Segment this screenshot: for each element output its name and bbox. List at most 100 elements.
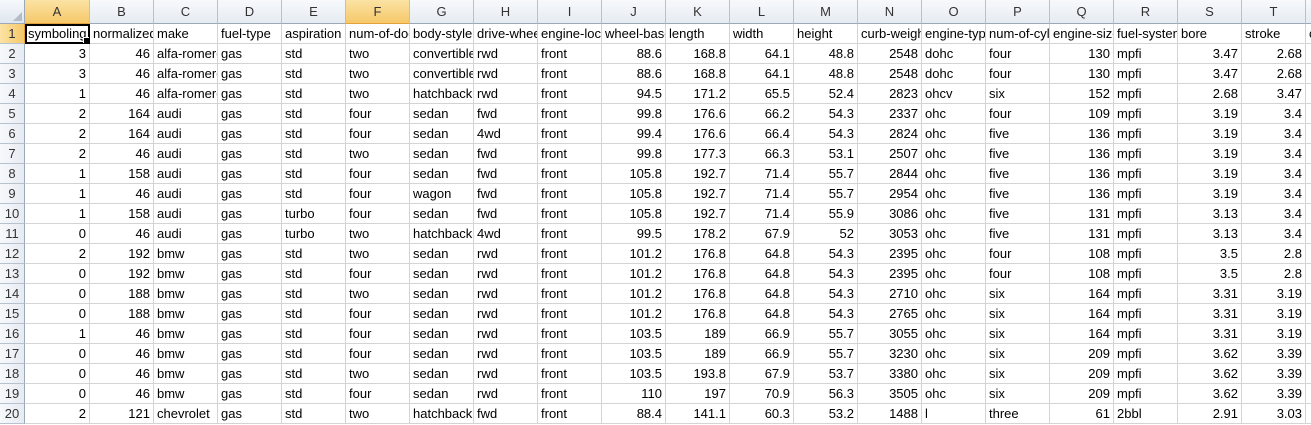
data-cell[interactable]: 2 xyxy=(25,244,90,264)
row-header-13[interactable]: 13 xyxy=(0,264,25,284)
data-cell[interactable]: hatchback xyxy=(410,224,474,244)
data-cell[interactable]: 2 xyxy=(25,144,90,164)
data-cell[interactable]: fwd xyxy=(474,184,538,204)
data-cell[interactable]: 3055 xyxy=(858,324,922,344)
data-cell[interactable]: 99.5 xyxy=(602,224,666,244)
data-cell[interactable]: 209 xyxy=(1050,364,1114,384)
data-cell[interactable]: 2.68 xyxy=(1178,84,1242,104)
data-cell[interactable]: two xyxy=(346,84,410,104)
header-cell[interactable]: body-style xyxy=(410,24,474,44)
data-cell[interactable]: four xyxy=(986,44,1050,64)
data-cell[interactable]: sedan xyxy=(410,324,474,344)
data-cell[interactable]: 88.4 xyxy=(602,404,666,424)
data-cell[interactable]: 66.9 xyxy=(730,324,794,344)
header-cell[interactable]: wheel-base xyxy=(602,24,666,44)
column-header-i[interactable]: I xyxy=(538,0,602,24)
data-cell[interactable]: front xyxy=(538,164,602,184)
data-cell[interactable] xyxy=(1306,184,1311,204)
data-cell[interactable]: 164 xyxy=(90,124,154,144)
data-cell[interactable]: 101.2 xyxy=(602,244,666,264)
data-cell[interactable]: front xyxy=(538,344,602,364)
data-cell[interactable]: 136 xyxy=(1050,144,1114,164)
data-cell[interactable]: bmw xyxy=(154,264,218,284)
data-cell[interactable]: 3.39 xyxy=(1242,364,1306,384)
data-cell[interactable]: 64.1 xyxy=(730,44,794,64)
data-cell[interactable]: 131 xyxy=(1050,204,1114,224)
data-cell[interactable]: 66.3 xyxy=(730,144,794,164)
data-cell[interactable]: 0 xyxy=(25,344,90,364)
data-cell[interactable]: 105.8 xyxy=(602,204,666,224)
data-cell[interactable]: 121 xyxy=(90,404,154,424)
header-cell[interactable]: stroke xyxy=(1242,24,1306,44)
data-cell[interactable]: mpfi xyxy=(1114,244,1178,264)
data-cell[interactable] xyxy=(1306,304,1311,324)
data-cell[interactable]: rwd xyxy=(474,324,538,344)
data-cell[interactable]: 67.9 xyxy=(730,364,794,384)
data-cell[interactable]: gas xyxy=(218,304,282,324)
data-cell[interactable]: front xyxy=(538,264,602,284)
header-cell[interactable]: drive-wheels xyxy=(474,24,538,44)
data-cell[interactable]: 188 xyxy=(90,304,154,324)
data-cell[interactable]: five xyxy=(986,184,1050,204)
data-cell[interactable]: 3.62 xyxy=(1178,384,1242,404)
data-cell[interactable]: 3.03 xyxy=(1242,404,1306,424)
data-cell[interactable]: 64.8 xyxy=(730,284,794,304)
data-cell[interactable]: 152 xyxy=(1050,84,1114,104)
data-cell[interactable]: ohc xyxy=(922,364,986,384)
row-header-7[interactable]: 7 xyxy=(0,144,25,164)
data-cell[interactable]: 3.39 xyxy=(1242,344,1306,364)
data-cell[interactable]: mpfi xyxy=(1114,364,1178,384)
data-cell[interactable]: 55.7 xyxy=(794,164,858,184)
data-cell[interactable]: six xyxy=(986,364,1050,384)
data-cell[interactable]: 71.4 xyxy=(730,204,794,224)
data-cell[interactable]: mpfi xyxy=(1114,84,1178,104)
data-cell[interactable]: 108 xyxy=(1050,244,1114,264)
row-header-1[interactable]: 1 xyxy=(0,24,25,44)
data-cell[interactable]: sedan xyxy=(410,164,474,184)
data-cell[interactable]: fwd xyxy=(474,204,538,224)
data-cell[interactable]: 3.19 xyxy=(1178,104,1242,124)
data-cell[interactable]: mpfi xyxy=(1114,184,1178,204)
data-cell[interactable]: front xyxy=(538,84,602,104)
data-cell[interactable]: std xyxy=(282,244,346,264)
data-cell[interactable]: gas xyxy=(218,284,282,304)
data-cell[interactable]: mpfi xyxy=(1114,164,1178,184)
data-cell[interactable]: chevrolet xyxy=(154,404,218,424)
data-cell[interactable]: 88.6 xyxy=(602,64,666,84)
data-cell[interactable]: 3.31 xyxy=(1178,284,1242,304)
header-cell[interactable]: fuel-system xyxy=(1114,24,1178,44)
column-header-f[interactable]: F xyxy=(346,0,410,24)
data-cell[interactable]: 94.5 xyxy=(602,84,666,104)
header-cell[interactable]: num-of-doors xyxy=(346,24,410,44)
data-cell[interactable]: std xyxy=(282,144,346,164)
data-cell[interactable]: ohc xyxy=(922,164,986,184)
row-header-10[interactable]: 10 xyxy=(0,204,25,224)
header-cell[interactable]: engine-location xyxy=(538,24,602,44)
data-cell[interactable] xyxy=(1306,144,1311,164)
data-cell[interactable]: 67.9 xyxy=(730,224,794,244)
data-cell[interactable]: ohc xyxy=(922,224,986,244)
data-cell[interactable]: ohc xyxy=(922,264,986,284)
data-cell[interactable]: mpfi xyxy=(1114,104,1178,124)
data-cell[interactable]: 99.4 xyxy=(602,124,666,144)
data-cell[interactable]: four xyxy=(346,164,410,184)
data-cell[interactable]: gas xyxy=(218,44,282,64)
data-cell[interactable]: std xyxy=(282,304,346,324)
data-cell[interactable]: 3230 xyxy=(858,344,922,364)
column-header-j[interactable]: J xyxy=(602,0,666,24)
data-cell[interactable]: 164 xyxy=(1050,284,1114,304)
data-cell[interactable]: mpfi xyxy=(1114,344,1178,364)
select-all-corner[interactable] xyxy=(0,0,25,24)
data-cell[interactable]: 0 xyxy=(25,364,90,384)
data-cell[interactable]: 3.4 xyxy=(1242,124,1306,144)
data-cell[interactable]: 2954 xyxy=(858,184,922,204)
data-cell[interactable]: four xyxy=(346,204,410,224)
data-cell[interactable] xyxy=(1306,364,1311,384)
data-cell[interactable]: 88.6 xyxy=(602,44,666,64)
data-cell[interactable]: fwd xyxy=(474,404,538,424)
data-cell[interactable]: 2.8 xyxy=(1242,264,1306,284)
data-cell[interactable]: two xyxy=(346,64,410,84)
data-cell[interactable]: 3380 xyxy=(858,364,922,384)
data-cell[interactable]: 56.3 xyxy=(794,384,858,404)
data-cell[interactable]: 110 xyxy=(602,384,666,404)
